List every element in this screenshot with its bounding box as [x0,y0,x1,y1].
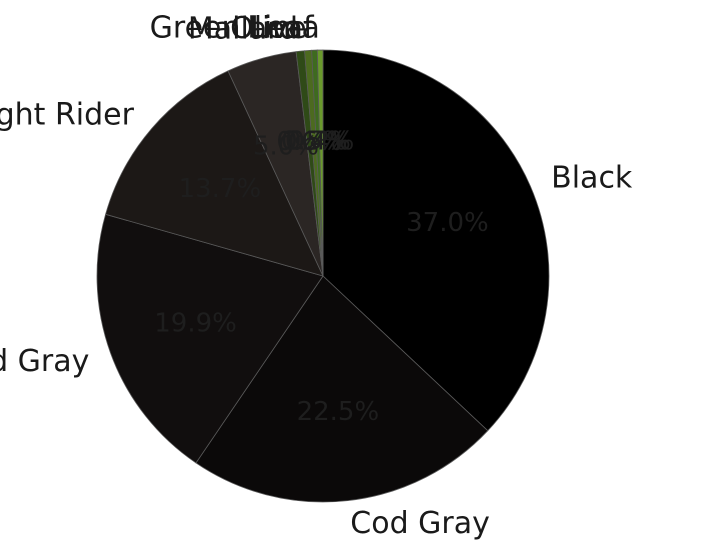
pie-slice [316,49,324,277]
pie-slice [322,49,550,432]
slice-percent-label: 0.5% [281,127,347,157]
pie-slice [105,70,324,277]
slice-category-label: Night Rider [0,98,135,133]
percent-labels: 37.0%22.5%19.9%13.7%5.0%0.6%0.5%0.4%0.4% [154,126,488,426]
slice-category-label: Mallard [188,12,298,47]
slice-percent-label: 19.9% [154,308,237,338]
slice-percent-label: 37.0% [406,208,489,238]
pie-slice [195,275,489,503]
slice-category-label: Green Leaf [150,11,315,46]
pie-slices [96,49,550,503]
slice-category-label: Cod Gray [350,506,490,541]
pie-slice [96,213,324,464]
slice-percent-label: 0.4% [288,126,354,156]
slice-percent-label: 22.5% [297,397,380,427]
slice-percent-label: 0.4% [285,126,351,156]
slice-labels: Black Cod Gray Cod Gray Night Rider MallardO… [0,10,633,541]
slice-category-label: Olive [230,11,307,46]
slice-category-label: Lima [247,10,320,45]
slice-percent-label: 0.6% [276,127,342,157]
slice-category-label: Cod Gray [0,344,89,379]
slice-category-label: Black [551,160,633,195]
slice-percent-label: 5.0% [253,132,319,162]
slice-percent-label: 13.7% [179,174,262,204]
